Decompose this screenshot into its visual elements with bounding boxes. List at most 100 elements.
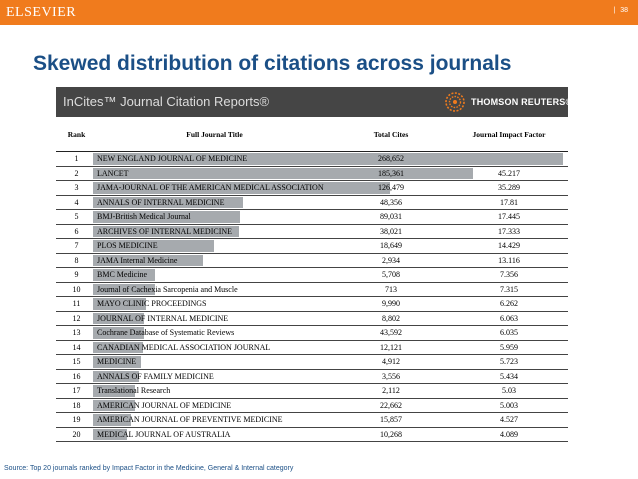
total-cites-cell: 18,649 <box>332 238 450 254</box>
impact-factor-bar <box>93 225 239 237</box>
table-row: 3 JAMA-JOURNAL OF THE AMERICAN MEDICAL AS… <box>56 180 568 196</box>
rank-cell: 12 <box>56 311 97 326</box>
table-row: 16 ANNALS OF FAMILY MEDICINE 3,556 5.434 <box>56 369 568 384</box>
journal-title-cell: CANADIAN MEDICAL ASSOCIATION JOURNAL <box>93 340 332 355</box>
impact-factor-bar <box>93 428 128 440</box>
impact-factor-bar <box>93 283 155 295</box>
journal-title-cell: PLOS MEDICINE <box>93 238 332 254</box>
impact-factor-cell: 4.527 <box>450 412 568 428</box>
impact-factor-cell: 45.217 <box>450 166 568 181</box>
impact-factor-bar <box>93 356 142 368</box>
journal-title-cell: MAYO CLINIC PROCEEDINGS <box>93 296 332 312</box>
rank-cell: 17 <box>56 383 97 399</box>
total-cites-cell: 43,592 <box>332 325 450 341</box>
rank-cell: 9 <box>56 267 97 283</box>
impact-factor-bar <box>93 153 563 165</box>
total-cites-value: 2,112 <box>382 386 400 396</box>
rank-cell: 11 <box>56 296 97 312</box>
total-cites-cell: 15,857 <box>332 412 450 428</box>
total-cites-value: 89,031 <box>380 212 402 222</box>
impact-factor-cell: 5.723 <box>450 354 568 370</box>
impact-factor-cell: 17.81 <box>450 195 568 210</box>
total-cites-value: 12,121 <box>380 342 402 352</box>
journal-title-cell: AMERICAN JOURNAL OF PREVENTIVE MEDICINE <box>93 412 332 428</box>
journal-title: Translational Research <box>97 386 171 396</box>
total-cites-value: 18,649 <box>380 241 402 251</box>
total-cites-value: 5,708 <box>382 270 400 280</box>
journal-title-cell: ARCHIVES OF INTERNAL MEDICINE <box>93 224 332 239</box>
column-header-total-cites: Total Cites <box>332 117 450 152</box>
page-number: | 38 <box>613 7 628 14</box>
rank-cell: 5 <box>56 209 97 225</box>
journal-title: LANCET <box>97 168 129 178</box>
total-cites-cell: 2,934 <box>332 253 450 268</box>
journal-title-cell: JAMA Internal Medicine <box>93 253 332 268</box>
total-cites-value: 3,556 <box>382 371 400 381</box>
journal-title: BMJ-British Medical Journal <box>97 212 191 222</box>
journal-title-cell: BMC Medicine <box>93 267 332 283</box>
thomson-reuters-logo: THOMSON REUTERS® <box>444 91 572 113</box>
report-header: InCites™ Journal Citation Reports® THOMS… <box>56 87 572 117</box>
rank-cell: 19 <box>56 412 97 428</box>
rank-cell: 4 <box>56 195 97 210</box>
journal-title-cell: JAMA-JOURNAL OF THE AMERICAN MEDICAL ASS… <box>93 180 390 196</box>
total-cites-value: 268,652 <box>378 154 404 164</box>
rank-cell: 15 <box>56 354 97 370</box>
journal-title-cell: AMERICAN JOURNAL OF MEDICINE <box>93 398 332 413</box>
journal-title: CANADIAN MEDICAL ASSOCIATION JOURNAL <box>97 342 271 352</box>
journal-title: JOURNAL OF INTERNAL MEDICINE <box>97 313 229 323</box>
impact-factor-cell: 5.434 <box>450 369 568 384</box>
table-row: 15 MEDICINE 4,912 5.723 <box>56 354 568 370</box>
rank-cell: 7 <box>56 238 97 254</box>
journal-title-cell: LANCET <box>93 166 474 181</box>
incites-brand: InCites™ Journal Citation Reports® <box>63 94 270 109</box>
journal-title: PLOS MEDICINE <box>97 241 158 251</box>
journal-title-cell: ANNALS OF FAMILY MEDICINE <box>93 369 332 384</box>
table-row: 6 ARCHIVES OF INTERNAL MEDICINE 38,021 17.3… <box>56 224 568 239</box>
table-row: 8 JAMA Internal Medicine 2,934 13.116 <box>56 253 568 268</box>
total-cites-cell: 22,662 <box>332 398 450 413</box>
total-cites-cell: 8,802 <box>332 311 450 326</box>
journal-title: Journal of Cachexia Sarcopenia and Muscl… <box>97 284 238 294</box>
slide-title: Skewed distribution of citations across … <box>33 52 512 75</box>
total-cites-cell: 48,356 <box>332 195 450 210</box>
table-row: 2 LANCET 185,361 45.217 <box>56 166 568 181</box>
table-row: 17 Translational Research 2,112 5.03 <box>56 383 568 399</box>
table-row: 4 ANNALS OF INTERNAL MEDICINE 48,356 17.81 <box>56 195 568 210</box>
table-row: 7 PLOS MEDICINE 18,649 14.429 <box>56 238 568 254</box>
total-cites-cell: 10,268 <box>332 427 450 442</box>
table-row: 13 Cochrane Database of Systematic Review… <box>56 325 568 341</box>
journal-title: AMERICAN JOURNAL OF MEDICINE <box>97 400 232 410</box>
total-cites-value: 713 <box>385 284 397 294</box>
table-row: 11 MAYO CLINIC PROCEEDINGS 9,990 6.262 <box>56 296 568 312</box>
total-cites-value: 8,802 <box>382 313 400 323</box>
journal-title: MEDICINE <box>97 357 137 367</box>
rank-cell: 16 <box>56 369 97 384</box>
table-row: 20 MEDICAL JOURNAL OF AUSTRALIA 10,268 4.08… <box>56 427 568 442</box>
total-cites-value: 15,857 <box>380 415 402 425</box>
page-number-value: 38 <box>620 7 628 14</box>
total-cites-cell: 89,031 <box>332 209 450 225</box>
total-cites-value: 2,934 <box>382 255 400 265</box>
total-cites-value: 126,479 <box>378 183 404 193</box>
impact-factor-cell: 7.356 <box>450 267 568 283</box>
impact-factor-bar <box>93 269 155 281</box>
rank-cell: 18 <box>56 398 97 413</box>
journal-title: Cochrane Database of Systematic Reviews <box>97 328 235 338</box>
rank-cell: 6 <box>56 224 97 239</box>
impact-factor-bar <box>93 327 144 339</box>
impact-factor-bar <box>93 196 243 208</box>
journal-title: NEW ENGLAND JOURNAL OF MEDICINE <box>97 154 248 164</box>
table-row: 19 AMERICAN JOURNAL OF PREVENTIVE MEDICIN… <box>56 412 568 428</box>
elsevier-logo: ELSEVIER <box>6 5 77 20</box>
total-cites-cell: 5,708 <box>332 267 450 283</box>
journal-title: ARCHIVES OF INTERNAL MEDICINE <box>97 226 233 236</box>
rank-cell: 8 <box>56 253 97 268</box>
source-footnote: Source: Top 20 journals ranked by Impact… <box>4 465 294 472</box>
impact-factor-bar <box>93 298 146 310</box>
total-cites-cell: 9,990 <box>332 296 450 312</box>
impact-factor-bar <box>93 211 240 223</box>
total-cites-value: 185,361 <box>378 168 404 178</box>
rank-cell: 20 <box>56 427 97 442</box>
table-row: 10 Journal of Cachexia Sarcopenia and Mus… <box>56 282 568 297</box>
